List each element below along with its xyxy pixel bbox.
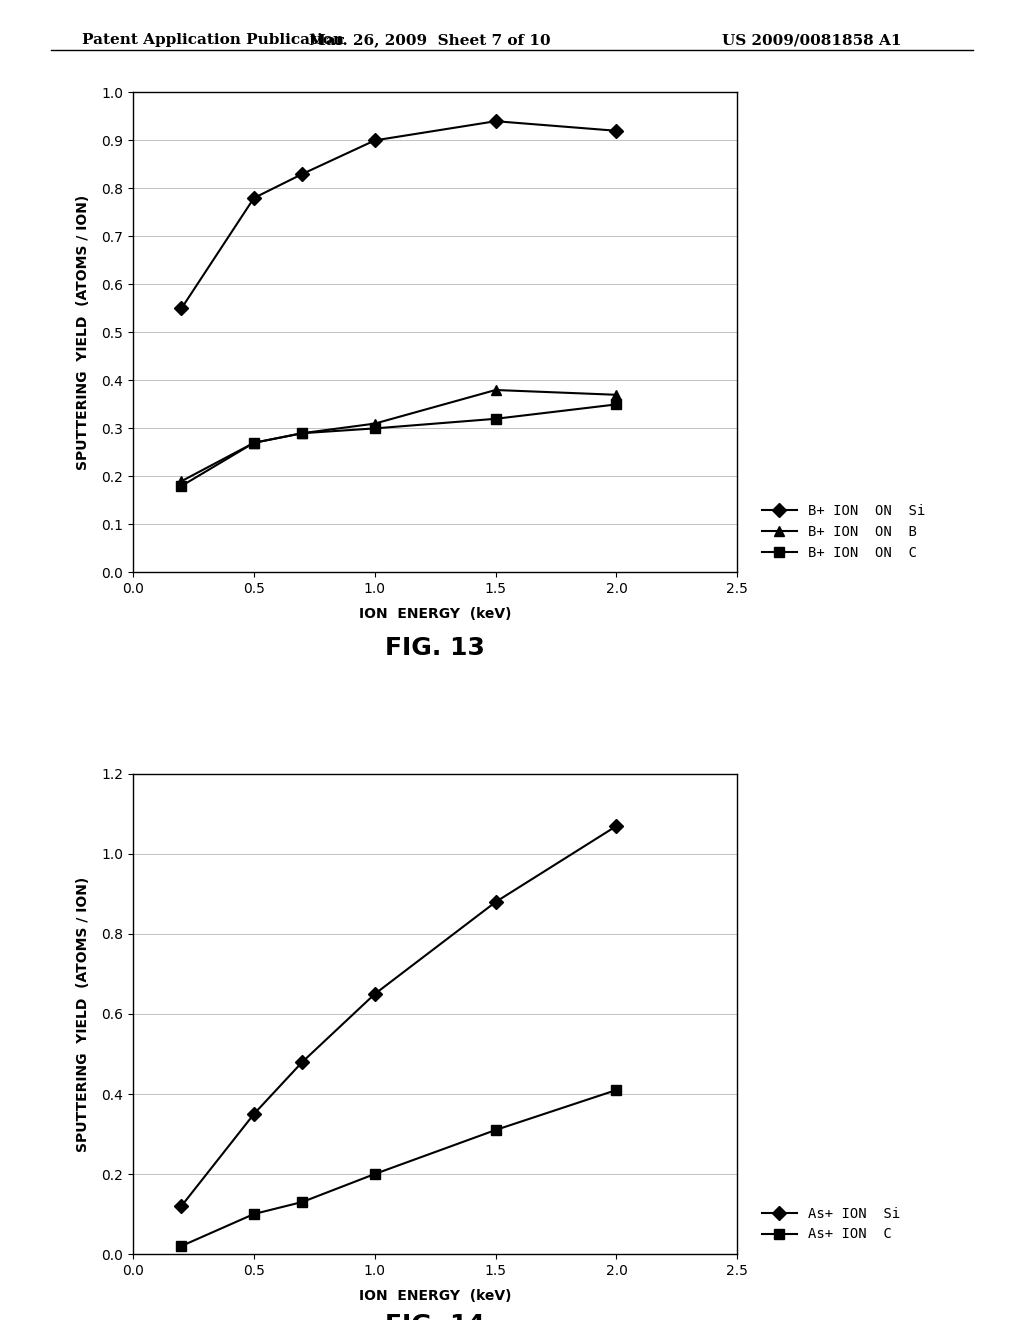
X-axis label: ION  ENERGY  (keV): ION ENERGY (keV) xyxy=(359,1288,511,1303)
Legend: B+ ION  ON  Si, B+ ION  ON  B, B+ ION  ON  C: B+ ION ON Si, B+ ION ON B, B+ ION ON C xyxy=(757,499,931,565)
Text: US 2009/0081858 A1: US 2009/0081858 A1 xyxy=(722,33,901,48)
Legend: As+ ION  Si, As+ ION  C: As+ ION Si, As+ ION C xyxy=(757,1201,905,1247)
Text: Patent Application Publication: Patent Application Publication xyxy=(82,33,344,48)
Text: Mar. 26, 2009  Sheet 7 of 10: Mar. 26, 2009 Sheet 7 of 10 xyxy=(309,33,551,48)
X-axis label: ION  ENERGY  (keV): ION ENERGY (keV) xyxy=(359,607,511,622)
Text: FIG. 13: FIG. 13 xyxy=(385,636,485,660)
Text: FIG. 14: FIG. 14 xyxy=(385,1313,485,1320)
Y-axis label: SPUTTERING  YIELD  (ATOMS / ION): SPUTTERING YIELD (ATOMS / ION) xyxy=(76,195,90,470)
Y-axis label: SPUTTERING  YIELD  (ATOMS / ION): SPUTTERING YIELD (ATOMS / ION) xyxy=(76,876,90,1151)
